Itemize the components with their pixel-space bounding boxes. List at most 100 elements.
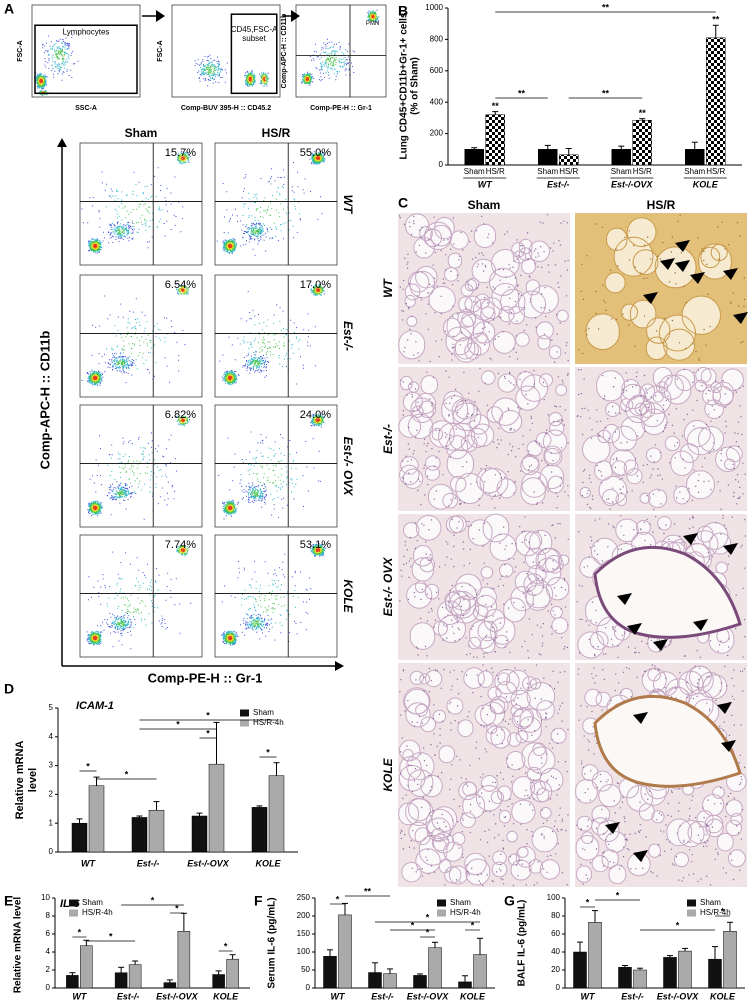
x-tick-label: Est-/-OVX [187,858,230,868]
y-tick-label: 60 [551,929,560,938]
y-tick-label: 2 [46,965,51,974]
bar [485,114,505,166]
x-tick-label: WT [581,991,596,1001]
column-header: HS/R [647,198,676,212]
bar [80,945,93,989]
y-tick-label: 1000 [425,3,443,12]
micrograph [575,514,747,660]
y-tick-label: 40 [551,947,560,956]
events [247,75,267,84]
bar [573,951,587,989]
x-tick-label: Est-/-OVX [611,179,654,189]
significance: * [266,747,270,757]
y-tick-label: 800 [430,35,444,44]
x-tick-label: Est-/- [547,179,570,189]
significance: * [78,927,82,937]
legend-label: HS/R-4h [450,908,481,917]
arrowhead-marker [693,619,708,631]
bar [473,954,487,989]
bar [538,149,558,166]
bar-label: HS/R [559,167,578,176]
significance: ** [602,2,610,12]
significance: ** [492,101,500,111]
alveoli [585,217,732,361]
bar [663,957,677,989]
legend-swatch [69,909,78,917]
significance: ** [518,88,526,98]
row-label: Est-/- OVX [381,557,395,617]
x-tick-label: WT [72,991,87,1001]
events [36,49,66,95]
bar [618,967,632,989]
gate [34,24,138,95]
significance: * [224,941,228,951]
bar [413,975,427,989]
y-axis-label: Relative mRNA [14,741,26,820]
significance: * [206,728,210,738]
significance: * [109,931,113,941]
bar-label: Sham [537,167,558,176]
x-tick-label: WT [81,858,96,868]
panel-label: F [254,893,263,909]
legend-label: HS/R-4h [253,718,284,727]
gate-label: CD45,FSC-A [231,25,278,34]
nuclei [578,214,746,361]
legend-label: Sham [450,898,471,907]
significance: * [206,710,210,720]
significance: * [426,927,430,937]
significance: * [616,890,620,900]
significance: ** [602,88,610,98]
bar [458,981,472,989]
legend-label: Sham [253,708,274,717]
bar [633,969,647,989]
arrowhead-marker [723,268,738,280]
arrowhead [291,10,300,22]
y-axis-label: (% of Sham) [410,57,421,115]
x-tick-label: Est-/- [621,991,644,1001]
significance: ** [712,15,720,25]
bar [148,809,165,853]
bar [368,972,382,989]
y-tick-label: 0 [439,160,444,169]
events [39,78,45,94]
bar [163,982,177,989]
significance: ** [364,886,372,896]
panel-label: D [4,681,14,697]
y-tick-label: 8 [46,911,51,920]
micrograph [398,213,570,364]
arrowhead-marker [675,240,690,252]
arrowhead [156,10,165,22]
legend-swatch [240,709,249,717]
events [224,285,324,384]
vessel [593,545,742,639]
legend-label: Sham [82,898,103,907]
column-header: Sham [468,198,501,212]
y-tick-label: 4 [49,732,54,741]
significance: * [336,894,340,904]
arrowhead-marker [733,312,748,324]
arrowhead-marker [717,702,732,714]
y-tick-label: 0 [46,983,51,992]
bar [428,947,442,989]
arrowhead-marker [675,260,690,272]
row-label: Est-/- OVX [341,437,355,497]
arrowhead [335,661,344,671]
bar [208,763,225,853]
bar [383,973,397,989]
arrowhead-marker [617,593,632,605]
arrowhead-marker [683,533,698,545]
events [303,11,378,84]
micrograph [575,213,748,364]
significance: * [176,719,180,729]
gate-percentage: 53.1% [300,539,331,551]
events [248,76,266,82]
legend-label: HS/R-4h [700,908,731,917]
arrowhead-marker [643,292,658,304]
x-tick-label: Est-/-OVX [407,991,450,1001]
x-tick-label: KOLE [255,858,281,868]
y-tick-label: 0 [49,847,54,856]
plot-frame [79,404,203,528]
y-axis-label: Serum IL-6 (pg/mL) [267,897,278,988]
x-axis-label: Comp-BUV 395-H :: CD45.2 [181,105,271,112]
micrograph [575,663,747,887]
